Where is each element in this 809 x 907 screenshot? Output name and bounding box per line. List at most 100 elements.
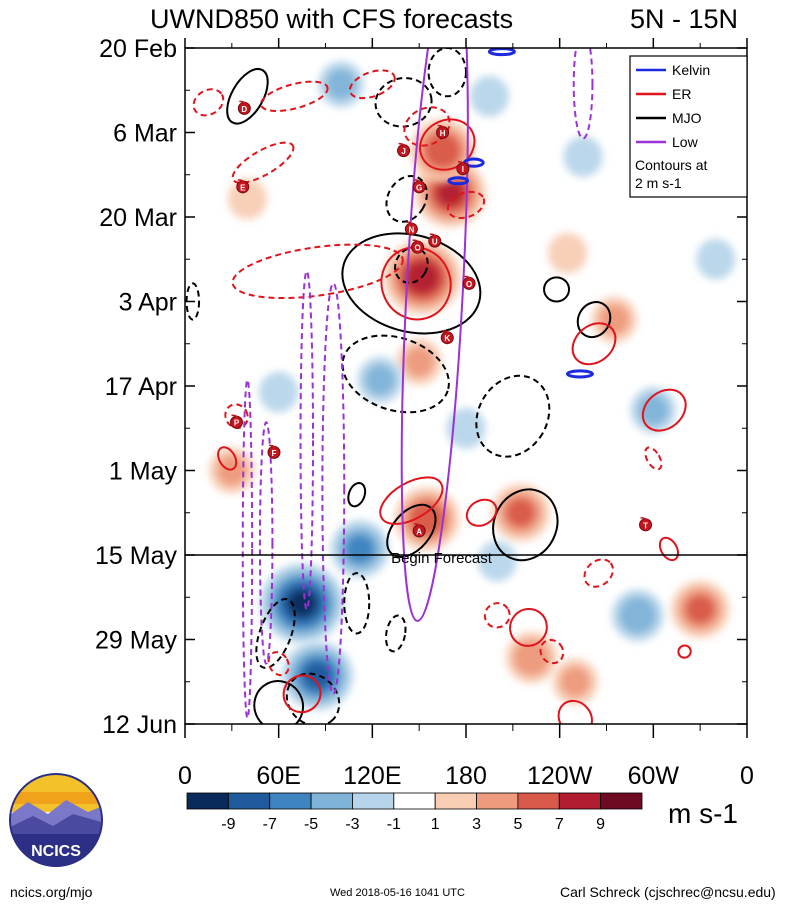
- storm-label: K: [444, 334, 450, 343]
- storm-label: T: [643, 521, 648, 530]
- colorbar-swatch: [434, 792, 477, 810]
- storm-label: G: [416, 183, 422, 192]
- contour-er-25: [192, 88, 225, 117]
- storm-label: O: [414, 244, 420, 253]
- contour-er-40: [282, 674, 322, 714]
- storm-marker-3: J: [397, 142, 411, 158]
- anomaly-25: [547, 232, 588, 274]
- anomaly-5: [282, 641, 354, 711]
- contour-er-30: [641, 388, 687, 432]
- y-tick-label: 3 Apr: [119, 289, 177, 317]
- storm-arm-icon: [414, 523, 422, 531]
- footer-timestamp: Wed 2018-05-16 1041 UTC: [330, 887, 465, 899]
- colorbar-swatch: [269, 792, 312, 810]
- colorbar-swatch: [393, 792, 436, 810]
- storm-marker-9: O: [462, 275, 476, 290]
- anomaly-12: [670, 580, 730, 639]
- storm-label: U: [432, 238, 438, 247]
- colorbar-level-label: 5: [513, 816, 522, 833]
- colorbar-swatch: [310, 792, 353, 810]
- storm-arm-icon: [640, 517, 648, 525]
- contour-er-39: [267, 651, 290, 677]
- anomaly-15: [591, 296, 638, 343]
- storm-arm-icon: [464, 275, 472, 283]
- contour-low-46: [258, 421, 274, 665]
- contour-er-41: [557, 699, 593, 724]
- contour-mjo-12: [347, 481, 367, 508]
- contour-er-35: [483, 602, 511, 629]
- anomaly-8-level-2: [259, 371, 299, 413]
- forecast-label: Begin Forecast: [391, 550, 493, 567]
- y-tick-label: 20 Feb: [99, 35, 177, 63]
- colorbar-level-label: 9: [596, 816, 605, 833]
- contour-er-24: [348, 69, 396, 100]
- anomaly-10-level-6: [506, 498, 536, 528]
- colorbar-swatch: [352, 792, 395, 810]
- contour-er-33: [217, 446, 238, 471]
- contour-mjo-8: [543, 276, 571, 303]
- contour-low-44: [241, 378, 254, 719]
- footer-website[interactable]: ncics.org/mjo: [10, 884, 93, 900]
- contour-mjo-0: [226, 68, 269, 125]
- legend-label-low: Low: [672, 134, 699, 150]
- storm-arm-icon: [457, 160, 466, 168]
- anomaly-16-level-2: [696, 238, 736, 280]
- anomaly-2-level-6: [424, 133, 461, 169]
- contour-mjo-18: [394, 246, 429, 284]
- storm-marker-5: H: [436, 124, 450, 139]
- storm-marker-12: F: [267, 444, 281, 459]
- y-tick-label: 17 Apr: [105, 373, 177, 401]
- anomaly-12-level-6: [685, 594, 715, 624]
- anomaly-6: [330, 520, 390, 578]
- anomaly-11: [611, 589, 664, 642]
- anomaly-14: [630, 386, 677, 434]
- anomaly-5-level-8: [303, 661, 332, 690]
- anomaly-10: [491, 483, 550, 542]
- logo-text: NCICS: [31, 843, 81, 860]
- anomaly-7-level-4: [364, 364, 396, 396]
- x-tick-label: 180: [445, 762, 487, 790]
- anomaly-11-level-4: [619, 596, 657, 634]
- anomaly-3: [396, 338, 442, 386]
- contour-mjo-4: [341, 334, 450, 414]
- storm-arm-icon: [414, 179, 422, 187]
- colorbar-level-label: -5: [304, 816, 318, 833]
- storm-marker-1: E: [236, 179, 250, 194]
- storm-marker-13: A: [412, 523, 426, 538]
- legend-box: [629, 55, 748, 198]
- contour-kelvin-50: [447, 176, 470, 186]
- storm-arm-icon: [442, 329, 450, 337]
- colorbar-units: m s-1: [668, 798, 738, 829]
- storm-marker-10: K: [440, 329, 454, 345]
- anomaly-13-level-4: [512, 639, 551, 677]
- contour-er-23: [259, 80, 329, 112]
- chart-region: 5N - 15N: [630, 4, 739, 34]
- colorbar-level-label: -7: [263, 816, 277, 833]
- x-tick-label: 0: [178, 762, 192, 790]
- anomaly-19: [563, 136, 603, 178]
- anomaly-25-level-2: [547, 232, 588, 274]
- y-tick-label: 29 May: [95, 627, 177, 655]
- anomaly-19-level-2: [563, 136, 603, 178]
- storm-marker-4: I: [456, 160, 470, 176]
- anomaly-22: [552, 658, 599, 705]
- y-tick-label: 1 May: [109, 458, 178, 486]
- contour-er-22: [231, 243, 404, 300]
- contour-mjo-17: [253, 680, 305, 724]
- anomaly-23-level-2: [477, 540, 517, 582]
- anomaly-4: [260, 563, 345, 644]
- anomaly-14-level-4: [638, 394, 669, 426]
- colorbar-level-label: 3: [472, 816, 481, 833]
- storm-arm-icon: [406, 221, 414, 229]
- colorbar-swatch: [517, 792, 560, 810]
- storm-arm-icon: [412, 239, 420, 247]
- contour-mjo-9: [576, 301, 612, 339]
- storm-arm-icon: [231, 414, 239, 422]
- footer-author: Carl Schreck (cjschrec@ncsu.edu): [560, 884, 776, 900]
- ncics-logo: NCICS: [9, 773, 103, 867]
- anomaly-7: [357, 356, 403, 404]
- storm-label: P: [234, 419, 240, 428]
- colorbar-swatch: [186, 792, 229, 810]
